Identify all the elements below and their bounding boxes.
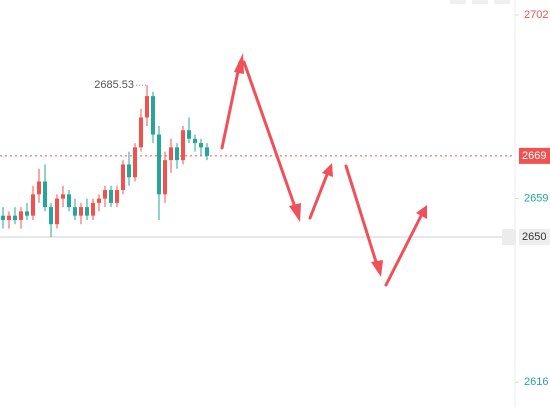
candle-body: [43, 181, 47, 208]
candle-body: [181, 130, 185, 161]
trend-arrows: [220, 53, 427, 287]
candle-body: [7, 215, 11, 220]
candle-body: [61, 194, 65, 199]
candle-body: [145, 96, 149, 118]
candle-body: [109, 190, 113, 203]
candle-body: [13, 215, 17, 220]
y-tick-label: 2616: [524, 376, 548, 388]
candle-body: [73, 207, 77, 216]
candle-body: [97, 198, 101, 203]
toolbar-icons: [450, 0, 510, 4]
candle-body: [115, 190, 119, 203]
candle-body: [37, 181, 41, 195]
candle-body: [121, 164, 125, 191]
candle-body: [19, 211, 23, 220]
candle-body: [187, 130, 191, 139]
candle-body: [139, 117, 143, 148]
candle-body: [49, 207, 53, 225]
candle-body: [163, 160, 167, 195]
crosshair-label: 2650: [522, 231, 546, 243]
candle-body: [1, 215, 5, 220]
crosshair-box: [519, 229, 550, 246]
candle-body: [103, 190, 107, 199]
candle-body: [205, 147, 209, 156]
candle-body: [175, 147, 179, 161]
last-price-label: 2669: [522, 150, 546, 162]
candle-body: [91, 202, 95, 216]
candle-body: [55, 198, 59, 225]
candle-body: [151, 96, 155, 135]
candle-body: [31, 194, 35, 216]
candle-body: [193, 138, 197, 144]
candle-body: [85, 207, 89, 216]
y-tick-label: 2702: [524, 9, 548, 21]
candle-body: [67, 194, 71, 208]
candle-body: [199, 143, 203, 148]
candle-body: [127, 164, 131, 178]
y-tick-label: 2659: [524, 192, 548, 204]
high-label: 2685.53: [94, 79, 134, 91]
candle-body: [133, 147, 137, 178]
candle-body: [169, 147, 173, 161]
candle-body: [79, 207, 83, 216]
candle-body: [25, 211, 29, 216]
candle-body: [157, 134, 161, 195]
last-price-box: [519, 147, 550, 164]
crosshair-icon: [502, 229, 516, 246]
